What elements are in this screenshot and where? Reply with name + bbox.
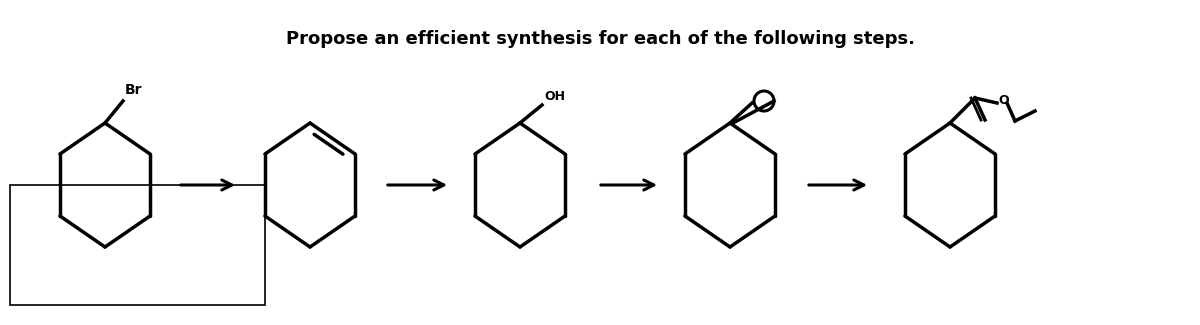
- Text: O: O: [998, 95, 1009, 108]
- Text: Br: Br: [125, 83, 143, 97]
- Bar: [10, 185, 265, 305]
- Text: OH: OH: [544, 90, 565, 103]
- Text: Propose an efficient synthesis for each of the following steps.: Propose an efficient synthesis for each …: [286, 30, 914, 48]
